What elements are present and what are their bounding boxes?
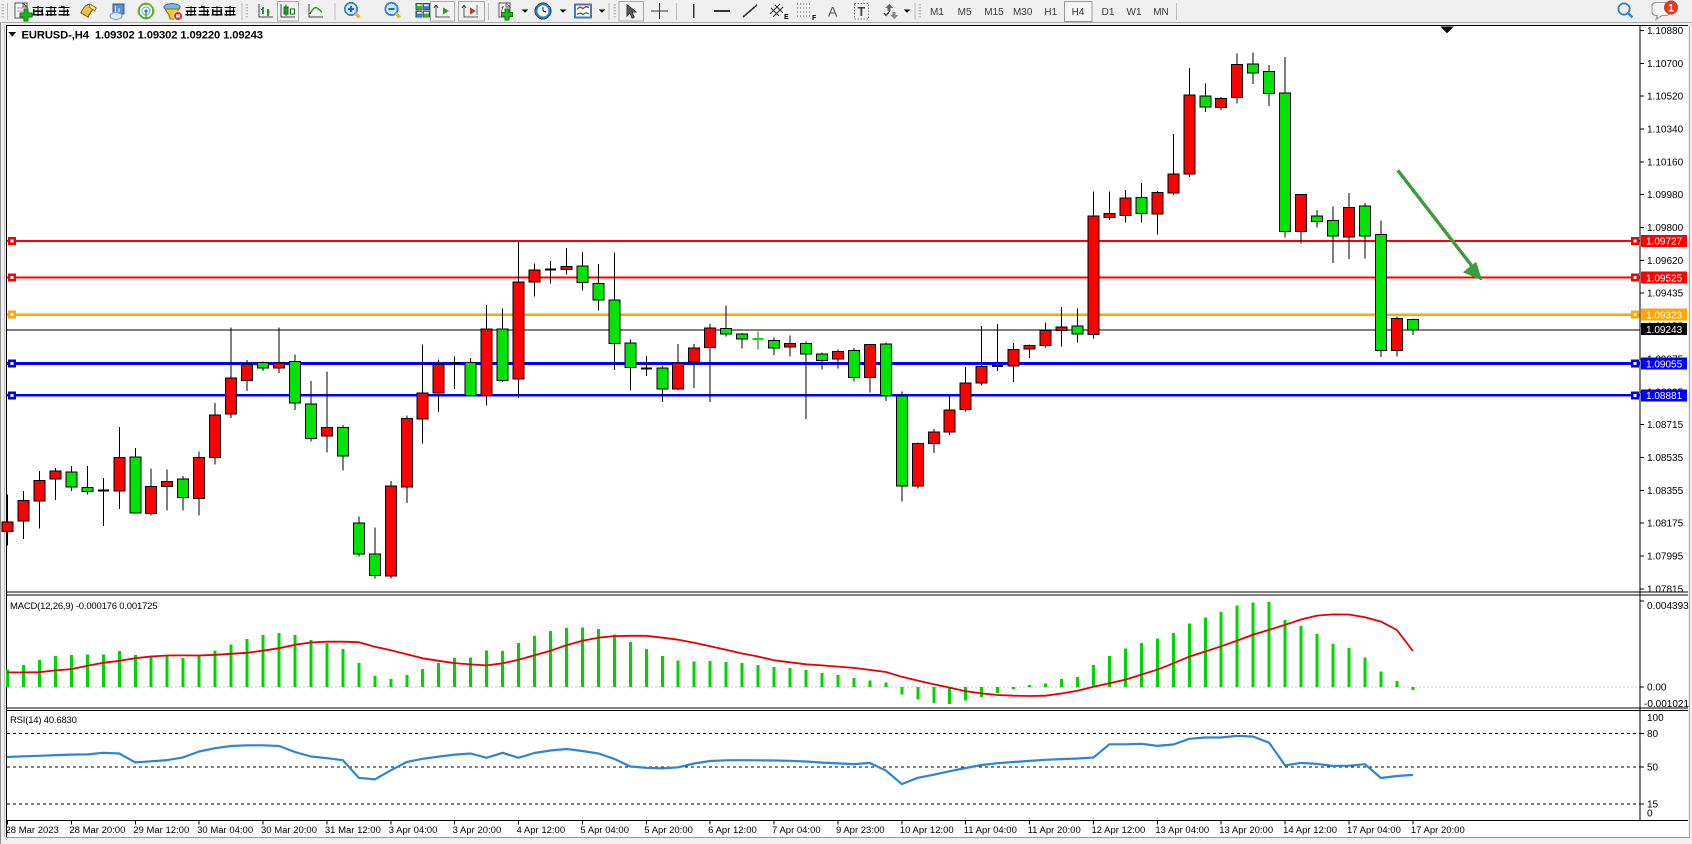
svg-text:T: T — [858, 5, 866, 19]
svg-text:D1: D1 — [1102, 7, 1115, 18]
svg-text:1.09323: 1.09323 — [1646, 310, 1683, 321]
svg-text:3 Apr 20:00: 3 Apr 20:00 — [453, 825, 502, 836]
svg-text:11 Apr 20:00: 11 Apr 20:00 — [1028, 825, 1081, 836]
svg-text:W1: W1 — [1127, 7, 1142, 18]
svg-text:1.08715: 1.08715 — [1647, 420, 1684, 431]
svg-text:1.09727: 1.09727 — [1646, 237, 1683, 248]
svg-text:30 Mar 04:00: 30 Mar 04:00 — [197, 825, 253, 836]
svg-text:1.10160: 1.10160 — [1647, 157, 1684, 168]
svg-text:6 Apr 12:00: 6 Apr 12:00 — [708, 825, 757, 836]
svg-text:50: 50 — [1647, 763, 1659, 774]
svg-text:M15: M15 — [984, 7, 1004, 18]
svg-text:4 Apr 12:00: 4 Apr 12:00 — [517, 825, 566, 836]
svg-text:1.10340: 1.10340 — [1647, 124, 1684, 135]
svg-text:1.09620: 1.09620 — [1647, 256, 1684, 267]
svg-text:F: F — [812, 15, 817, 22]
svg-text:1.08175: 1.08175 — [1647, 519, 1684, 530]
svg-text:f: f — [501, 5, 504, 14]
svg-text:1.09055: 1.09055 — [1646, 359, 1683, 370]
svg-text:13 Apr 04:00: 13 Apr 04:00 — [1155, 825, 1209, 836]
svg-text:14 Apr 12:00: 14 Apr 12:00 — [1283, 825, 1337, 836]
svg-text:1.07995: 1.07995 — [1647, 552, 1684, 563]
svg-text:12 Apr 12:00: 12 Apr 12:00 — [1091, 825, 1145, 836]
svg-text:-0.001021: -0.001021 — [1644, 699, 1689, 710]
svg-text:0: 0 — [1647, 809, 1653, 820]
svg-text:RSI(14) 40.6830: RSI(14) 40.6830 — [10, 715, 77, 726]
svg-text:31 Mar 12:00: 31 Mar 12:00 — [325, 825, 381, 836]
svg-text:1.10520: 1.10520 — [1647, 92, 1684, 103]
svg-text:0.004393: 0.004393 — [1647, 601, 1689, 612]
svg-text:15: 15 — [1647, 800, 1659, 811]
svg-text:10 Apr 12:00: 10 Apr 12:00 — [900, 825, 954, 836]
svg-text:1.08355: 1.08355 — [1647, 486, 1684, 497]
svg-text:3 Apr 04:00: 3 Apr 04:00 — [389, 825, 438, 836]
svg-text:5 Apr 04:00: 5 Apr 04:00 — [580, 825, 629, 836]
svg-text:30 Mar 20:00: 30 Mar 20:00 — [261, 825, 317, 836]
svg-text:1.08881: 1.08881 — [1646, 391, 1683, 402]
svg-text:100: 100 — [1647, 713, 1664, 724]
svg-text:11 Apr 04:00: 11 Apr 04:00 — [964, 825, 1017, 836]
svg-text:13 Apr 20:00: 13 Apr 20:00 — [1219, 825, 1273, 836]
svg-text:0.00: 0.00 — [1647, 682, 1667, 693]
svg-text:28 Mar 2023: 28 Mar 2023 — [6, 825, 59, 836]
svg-text:1.09435: 1.09435 — [1647, 289, 1684, 300]
svg-text:1.10700: 1.10700 — [1647, 59, 1684, 70]
svg-text:1.09243: 1.09243 — [1646, 325, 1683, 336]
svg-text:1.07815: 1.07815 — [1647, 584, 1684, 595]
svg-text:5 Apr 20:00: 5 Apr 20:00 — [644, 825, 693, 836]
svg-text:H1: H1 — [1044, 7, 1057, 18]
svg-text:17 Apr 20:00: 17 Apr 20:00 — [1411, 825, 1465, 836]
svg-text:7 Apr 04:00: 7 Apr 04:00 — [772, 825, 821, 836]
svg-text:H4: H4 — [1072, 7, 1085, 18]
svg-text:1.08535: 1.08535 — [1647, 453, 1684, 464]
svg-text:17 Apr 04:00: 17 Apr 04:00 — [1347, 825, 1401, 836]
svg-text:1.09980: 1.09980 — [1647, 190, 1684, 201]
svg-text:1: 1 — [1668, 3, 1674, 15]
svg-text:MACD(12,26,9) -0.000176 0.0017: MACD(12,26,9) -0.000176 0.001725 — [10, 601, 157, 612]
svg-text:29 Mar 12:00: 29 Mar 12:00 — [133, 825, 189, 836]
svg-text:M5: M5 — [958, 7, 972, 18]
svg-text:9 Apr 23:00: 9 Apr 23:00 — [836, 825, 885, 836]
svg-text:E: E — [784, 14, 789, 21]
svg-text:MN: MN — [1153, 7, 1169, 18]
svg-text:28 Mar 20:00: 28 Mar 20:00 — [69, 825, 125, 836]
svg-text:1.09525: 1.09525 — [1646, 274, 1683, 285]
svg-text:1.10880: 1.10880 — [1647, 26, 1684, 37]
svg-text:M30: M30 — [1013, 7, 1033, 18]
svg-text:1.09800: 1.09800 — [1647, 223, 1684, 234]
svg-text:M1: M1 — [930, 7, 944, 18]
svg-text:A: A — [828, 4, 838, 20]
svg-text:EURUSD-,H4 1.09302 1.09302 1.: EURUSD-,H4 1.09302 1.09302 1.09220 1.092… — [22, 30, 263, 42]
svg-text:80: 80 — [1647, 729, 1659, 740]
